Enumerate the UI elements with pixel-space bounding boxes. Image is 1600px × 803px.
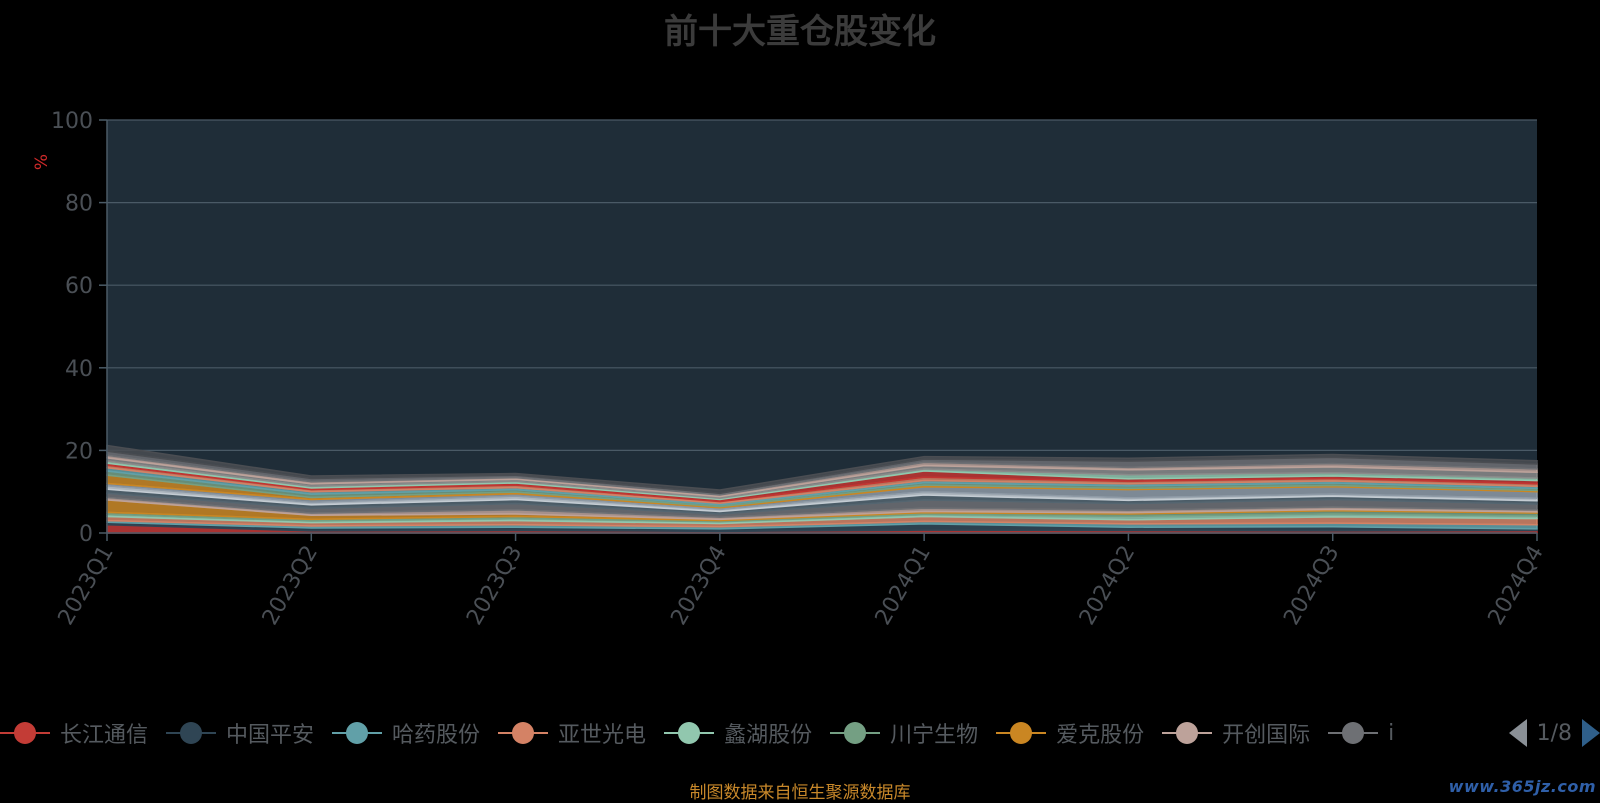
legend-marker-icon — [166, 721, 217, 745]
x-tick-label: 2024Q2 — [1075, 541, 1140, 629]
x-tick-label: 2024Q3 — [1279, 541, 1344, 629]
y-tick-label: 100 — [51, 109, 93, 134]
legend-marker-icon — [0, 721, 50, 745]
x-tick-label: 2023Q2 — [258, 541, 323, 629]
legend-marker-icon — [332, 721, 383, 745]
legend-label: 爱克股份 — [1056, 723, 1145, 748]
legend-marker-icon — [498, 721, 549, 745]
legend-label: 蠡湖股份 — [724, 723, 813, 748]
area-series-22 — [106, 444, 1538, 495]
legend-item[interactable]: 长江通信 — [0, 715, 148, 751]
legend-item[interactable]: 哈药股份 — [332, 715, 480, 751]
legend-label: 中国平安 — [226, 723, 315, 748]
legend-label: i — [1388, 720, 1395, 746]
legend-marker-icon — [664, 721, 715, 745]
legend-marker-icon — [996, 721, 1047, 745]
legend-item[interactable]: 亚世光电 — [498, 715, 646, 751]
data-source-note: 制图数据来自恒生聚源数据库 — [689, 783, 911, 803]
legend-item[interactable]: 川宁生物 — [830, 715, 978, 751]
legend-label: 开创国际 — [1222, 723, 1311, 748]
x-tick-label: 2023Q1 — [54, 541, 119, 629]
y-tick-label: 80 — [65, 192, 93, 217]
legend-prev-button[interactable] — [1508, 719, 1527, 747]
legend-label: 亚世光电 — [558, 723, 647, 748]
y-tick-labels: 0 20 40 60 80 100 — [51, 109, 93, 547]
y-tick-label: 40 — [65, 357, 93, 382]
y-tick-label: 0 — [79, 522, 93, 547]
legend-item[interactable]: 蠡湖股份 — [664, 715, 812, 751]
legend-item[interactable]: 开创国际 — [1162, 715, 1310, 751]
x-tick-labels: 2023Q1 2023Q2 2023Q3 2023Q4 2024Q1 2024Q2 2024… — [54, 541, 1549, 629]
chart-title: 前十大重仓股变化 — [664, 12, 936, 52]
x-tick-label: 2023Q3 — [462, 541, 527, 629]
legend-page-indicator: 1/8 — [1536, 720, 1572, 746]
y-tick-label: 20 — [65, 439, 93, 464]
legend-marker-icon — [1328, 721, 1379, 745]
legend-marker-icon — [1162, 721, 1213, 745]
x-tick-label: 2024Q1 — [871, 541, 936, 629]
legend-label: 长江通信 — [60, 723, 149, 748]
watermark-logo: www.365jz.com — [1448, 777, 1596, 796]
legend-item[interactable]: i — [1328, 715, 1394, 751]
legend-label: 川宁生物 — [890, 723, 979, 748]
legend-marker-icon — [830, 721, 881, 745]
y-unit-label: % — [32, 154, 52, 170]
x-tick-label: 2024Q4 — [1484, 541, 1549, 629]
legend-label: 哈药股份 — [392, 723, 481, 748]
legend-item[interactable]: 中国平安 — [166, 715, 314, 751]
legend: 长江通信 中国平安 哈药股份 亚世光电 蠡湖股份 川宁生物 爱克股份 开创国际 i — [0, 715, 1490, 751]
legend-pager: 1/8 — [1490, 715, 1600, 751]
area-series — [106, 444, 1538, 534]
legend-next-button[interactable] — [1582, 719, 1600, 747]
legend-item[interactable]: 爱克股份 — [996, 715, 1144, 751]
x-tick-label: 2023Q4 — [666, 541, 731, 629]
y-tick-label: 60 — [65, 274, 93, 299]
axes — [99, 119, 1538, 541]
